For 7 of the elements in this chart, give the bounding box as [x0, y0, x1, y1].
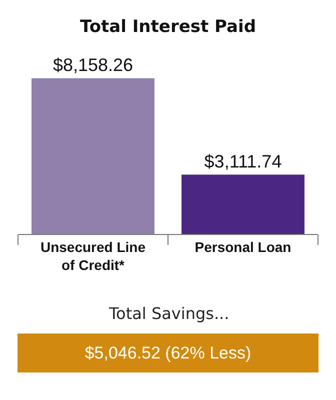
data-label: $8,158.26 [52, 55, 134, 76]
x-tick-label: Unsecured Line of Credit* [40, 238, 146, 273]
text: $5,046.52 (62% Less) [84, 344, 252, 362]
chart-title: Total Interest Paid [80, 16, 256, 37]
data-label: $3,111.74 [204, 152, 282, 172]
text: Total Savings... [108, 304, 230, 323]
x-tick-label: Personal Loan [194, 238, 292, 255]
